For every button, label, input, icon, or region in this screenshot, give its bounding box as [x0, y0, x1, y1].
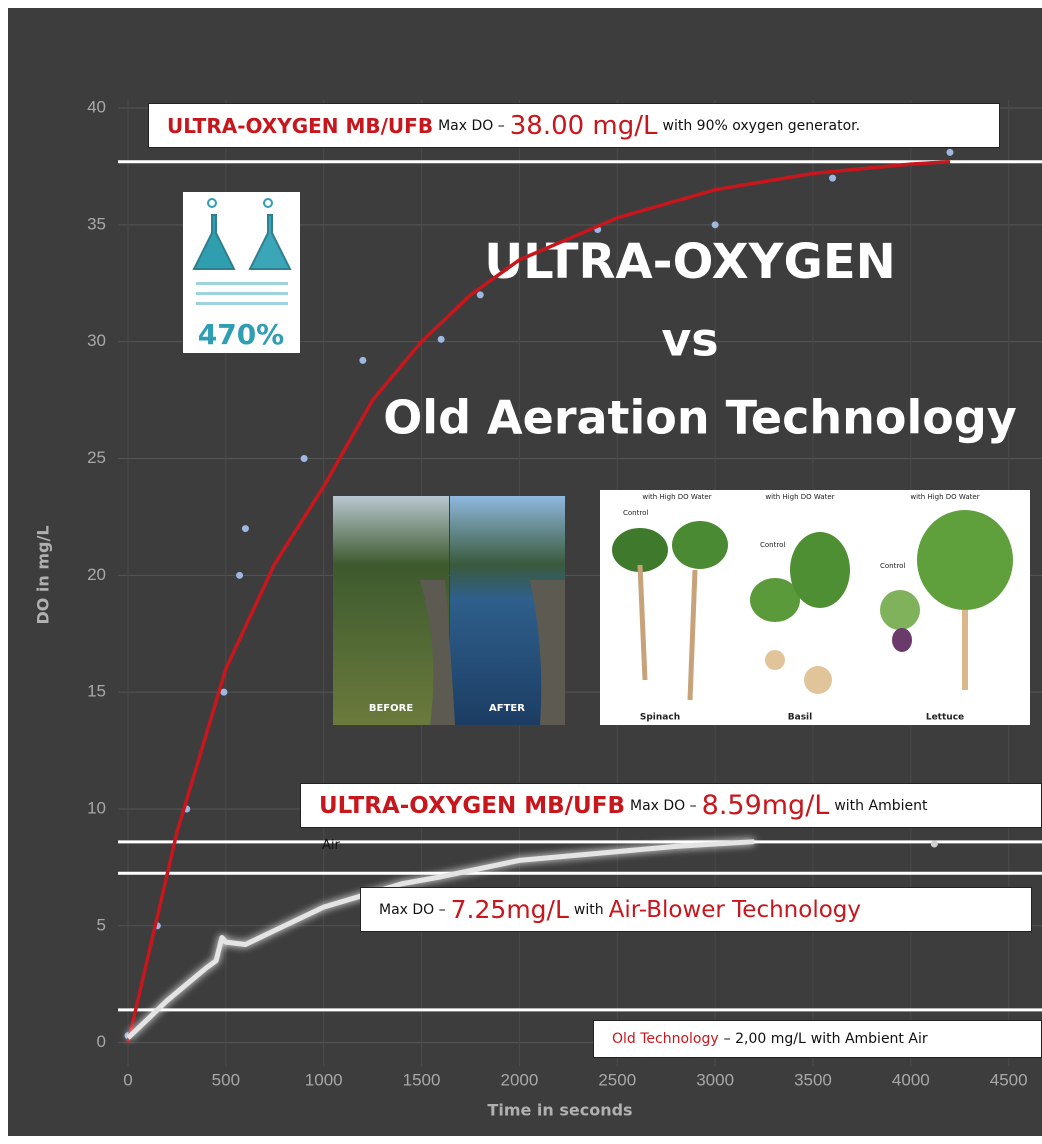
- plant-control: Control: [880, 562, 905, 570]
- annotation-overflow: Air: [322, 838, 340, 853]
- y-tick-label: 15: [87, 682, 106, 701]
- x-tick-label: 4500: [990, 1070, 1028, 1089]
- inset-text-line: [196, 302, 288, 305]
- plant-name: Basil: [788, 713, 812, 723]
- data-point: [712, 221, 719, 228]
- inset-text-line: [196, 282, 288, 285]
- plant-name: Lettuce: [926, 713, 964, 723]
- annotation-text: ULTRA-OXYGEN MB/UFB: [167, 114, 433, 138]
- data-point: [829, 175, 836, 182]
- data-point: [438, 336, 445, 343]
- annotation-text: with: [574, 902, 604, 918]
- headline: Old Aeration Technology: [383, 391, 1017, 445]
- page: 0 5 10 15 20 25 30 35 40 0 500 1000 1500 2000 2500 3000…: [0, 0, 1042, 1144]
- annotation-text: – 2,00 mg/L: [724, 1031, 806, 1047]
- inset-label: 470%: [198, 318, 285, 351]
- data-point: [220, 689, 227, 696]
- annotation-text: 38.00 mg/L: [510, 111, 658, 141]
- plant-header: with High DO Water: [642, 493, 711, 501]
- data-point: [236, 572, 243, 579]
- plant-header: with High DO Water: [910, 493, 979, 501]
- data-point: [359, 357, 366, 364]
- x-tick-label: 500: [212, 1070, 240, 1089]
- y-tick-label: 20: [87, 565, 106, 584]
- data-point: [931, 841, 938, 848]
- plant-control: Control: [623, 509, 648, 517]
- annotation-box: ULTRA-OXYGEN MB/UFB Max DO – 38.00 mg/L wit…: [148, 103, 1000, 148]
- annotation-box: Old Technology – 2,00 mg/L with Ambient Ai…: [593, 1020, 1042, 1058]
- x-tick-label: 1500: [403, 1070, 441, 1089]
- y-axis-label: DO in mg/L: [34, 525, 53, 624]
- x-axis-label: Time in seconds: [487, 1101, 632, 1120]
- plant-name: Spinach: [640, 713, 680, 723]
- chart: 0 5 10 15 20 25 30 35 40 0 500 1000 1500 2000 2500 3000…: [0, 0, 1042, 1144]
- annotation-text: Old Technology: [612, 1031, 719, 1047]
- y-tick-label: 10: [87, 798, 106, 817]
- annotation-text: Air-Blower Technology: [609, 897, 861, 923]
- y-tick-label: 30: [87, 331, 106, 350]
- x-tick-label: 4000: [892, 1070, 930, 1089]
- x-tick-label: 3500: [794, 1070, 832, 1089]
- inset-text-line: [196, 292, 288, 295]
- x-tick-label: 2000: [501, 1070, 539, 1089]
- x-tick-label: 3000: [696, 1070, 734, 1089]
- annotation-text: 8.59mg/L: [702, 790, 830, 821]
- data-point: [946, 149, 953, 156]
- y-tick-label: 25: [87, 448, 106, 467]
- annotation-text: ULTRA-OXYGEN MB/UFB: [319, 793, 625, 819]
- x-tick-label: 0: [123, 1070, 132, 1089]
- annotation-text: with Ambient: [834, 798, 927, 814]
- annotation-text: with Ambient Air: [811, 1031, 928, 1047]
- plant-control: Control: [760, 541, 785, 549]
- y-tick-label: 40: [87, 97, 106, 116]
- annotation-text: Max DO –: [630, 798, 697, 814]
- y-tick-label: 0: [97, 1032, 106, 1051]
- data-point: [477, 291, 484, 298]
- headline: ULTRA-OXYGEN: [484, 234, 896, 290]
- annotation-text: Max DO –: [379, 902, 446, 918]
- x-tick-label: 1000: [305, 1070, 343, 1089]
- y-tick-label: 35: [87, 214, 106, 233]
- photo-label: BEFORE: [369, 703, 413, 714]
- plant-header: with High DO Water: [765, 493, 834, 501]
- y-tick-label: 5: [97, 915, 106, 934]
- data-point: [242, 525, 249, 532]
- annotation-text: Max DO –: [438, 118, 505, 134]
- annotation-text: with 90% oxygen generator.: [663, 118, 861, 134]
- annotation-box: Max DO – 7.25mg/L with Air-Blower Technolog…: [360, 887, 1032, 932]
- photo-label: AFTER: [489, 703, 525, 714]
- annotation-text: 7.25mg/L: [451, 895, 569, 924]
- data-point: [301, 455, 308, 462]
- headline: vs: [661, 313, 718, 367]
- x-tick-label: 2500: [598, 1070, 636, 1089]
